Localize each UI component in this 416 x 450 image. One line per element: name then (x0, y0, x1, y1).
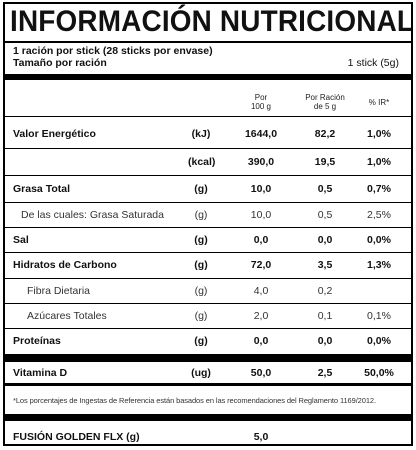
energy-kj-unit: (kJ) (191, 128, 211, 140)
saturated-fat-label: De las cuales: Grasa Saturada (21, 209, 164, 221)
header-divider (5, 116, 411, 117)
fat-per100: 10,0 (250, 183, 272, 195)
fiber-label: Fibra Dietaria (27, 285, 91, 297)
row-divider (5, 252, 411, 253)
energy-kcal-unit: (kcal) (188, 156, 216, 168)
serving-line: 1 ración por stick (28 sticks por envase… (13, 45, 213, 57)
header-serving-line1: Por Ración (305, 93, 345, 102)
vitamin-divider (5, 383, 411, 386)
vitamin-d-serving: 2,5 (317, 367, 333, 379)
carbs-unit: (g) (194, 259, 208, 271)
row-divider (5, 202, 411, 203)
vitamin-d-label: Vitamina D (13, 367, 68, 379)
label-title: INFORMACIÓN NUTRICIONAL (10, 5, 413, 38)
saturated-fat-serving: 0,5 (317, 209, 333, 221)
carbs-label: Hidratos de Carbono (13, 259, 117, 271)
serving-size-value: 1 stick (5g) (347, 57, 399, 69)
salt-serving: 0,0 (317, 234, 333, 246)
header-serving-line2: de 5 g (313, 102, 337, 111)
protein-per100: 0,0 (253, 335, 269, 347)
protein-label: Proteínas (13, 335, 61, 347)
sugars-label: Azúcares Totales (27, 310, 107, 322)
carbs-ir: 1,3% (367, 259, 391, 271)
energy-kj-serving: 82,2 (314, 128, 336, 140)
row-divider (5, 148, 411, 149)
header-ir: % IR* (368, 98, 390, 107)
thick-divider-middle (5, 354, 411, 362)
saturated-fat-ir: 2,5% (367, 209, 391, 221)
header-per100: Por 100 g (233, 93, 289, 111)
row-divider (5, 227, 411, 228)
sugars-ir: 0,1% (367, 310, 391, 322)
protein-serving: 0,0 (317, 335, 333, 347)
energy-label: Valor Energético (13, 128, 96, 140)
fiber-serving: 0,2 (317, 285, 333, 297)
row-divider (5, 328, 411, 329)
vitamin-d-per100: 50,0 (250, 367, 272, 379)
fiber-unit: (g) (194, 285, 208, 297)
vitamin-d-ir: 50,0% (364, 367, 394, 379)
energy-kcal-ir: 1,0% (367, 156, 391, 168)
row-divider (5, 303, 411, 304)
serving-size-label: Tamaño por ración (13, 57, 107, 69)
thick-divider-top (5, 74, 411, 80)
thick-divider-bottom (5, 414, 411, 421)
protein-unit: (g) (194, 335, 208, 347)
fiber-per100: 4,0 (253, 285, 269, 297)
salt-per100: 0,0 (253, 234, 269, 246)
salt-ir: 0,0% (367, 234, 391, 246)
energy-kcal-per100: 390,0 (247, 156, 275, 168)
ingredient-value: 5,0 (253, 431, 269, 443)
protein-ir: 0,0% (367, 335, 391, 347)
energy-kj-ir: 1,0% (367, 128, 391, 140)
row-divider (5, 278, 411, 279)
carbs-serving: 3,5 (317, 259, 333, 271)
fat-label: Grasa Total (13, 183, 70, 195)
sugars-per100: 2,0 (253, 310, 269, 322)
title-divider (5, 41, 411, 43)
carbs-per100: 72,0 (250, 259, 272, 271)
header-per100-line2: 100 g (250, 102, 272, 111)
nutrition-label: INFORMACIÓN NUTRICIONAL 1 ración por sti… (3, 2, 413, 446)
fat-unit: (g) (194, 183, 208, 195)
header-per-serving: Por Ración de 5 g (295, 93, 355, 111)
energy-kj-per100: 1644,0 (244, 128, 278, 140)
vitamin-d-unit: (ug) (191, 367, 211, 379)
energy-kcal-serving: 19,5 (314, 156, 336, 168)
salt-unit: (g) (194, 234, 208, 246)
sugars-unit: (g) (194, 310, 208, 322)
sugars-serving: 0,1 (317, 310, 333, 322)
fat-ir: 0,7% (367, 183, 391, 195)
row-divider (5, 175, 411, 176)
header-per100-line1: Por (254, 93, 268, 102)
saturated-fat-unit: (g) (194, 209, 208, 221)
ingredient-label: FUSIÓN GOLDEN FLX (g) (13, 431, 140, 443)
footnote: *Los porcentajes de Ingestas de Referenc… (13, 396, 376, 405)
saturated-fat-per100: 10,0 (250, 209, 272, 221)
salt-label: Sal (13, 234, 29, 246)
fat-serving: 0,5 (317, 183, 333, 195)
